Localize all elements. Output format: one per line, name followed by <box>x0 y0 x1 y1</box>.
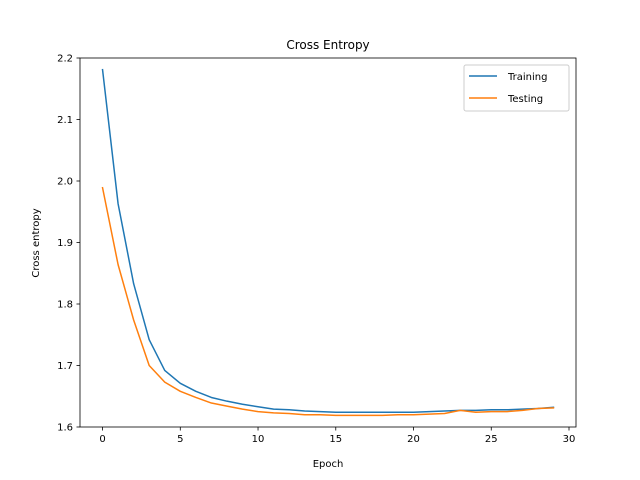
x-tick-label: 15 <box>329 434 342 445</box>
x-axis-label: Epoch <box>313 459 344 470</box>
plot-frame <box>79 57 577 428</box>
legend-label-training: Training <box>507 72 547 83</box>
legend-label-testing: Testing <box>507 94 543 105</box>
y-tick-label: 1.7 <box>57 361 73 372</box>
y-tick-label: 2.1 <box>57 115 73 126</box>
y-tick-label: 1.8 <box>57 300 73 311</box>
x-tick-label: 0 <box>99 434 105 445</box>
y-tick-label: 1.6 <box>57 423 73 434</box>
y-axis-ticks: 1.6 1.7 1.8 1.9 2.0 2.1 2.2 <box>57 54 80 434</box>
x-tick-label: 25 <box>485 434 498 445</box>
x-tick-label: 20 <box>407 434 420 445</box>
y-tick-label: 1.9 <box>57 238 73 249</box>
x-tick-label: 5 <box>177 434 183 445</box>
x-tick-label: 30 <box>563 434 576 445</box>
y-tick-label: 2.0 <box>57 177 73 188</box>
y-axis-label: Cross entropy <box>31 208 42 277</box>
x-axis-ticks: 0 5 10 15 20 25 30 <box>99 427 575 445</box>
series-line-testing <box>101 186 555 417</box>
chart-title: Cross Entropy <box>286 38 369 52</box>
series-line-training <box>101 68 555 413</box>
x-tick-label: 10 <box>252 434 265 445</box>
series-layer <box>101 68 555 417</box>
legend: Training Testing <box>463 64 570 112</box>
y-tick-label: 2.2 <box>57 54 73 65</box>
legend-items: Training Testing <box>469 72 547 105</box>
